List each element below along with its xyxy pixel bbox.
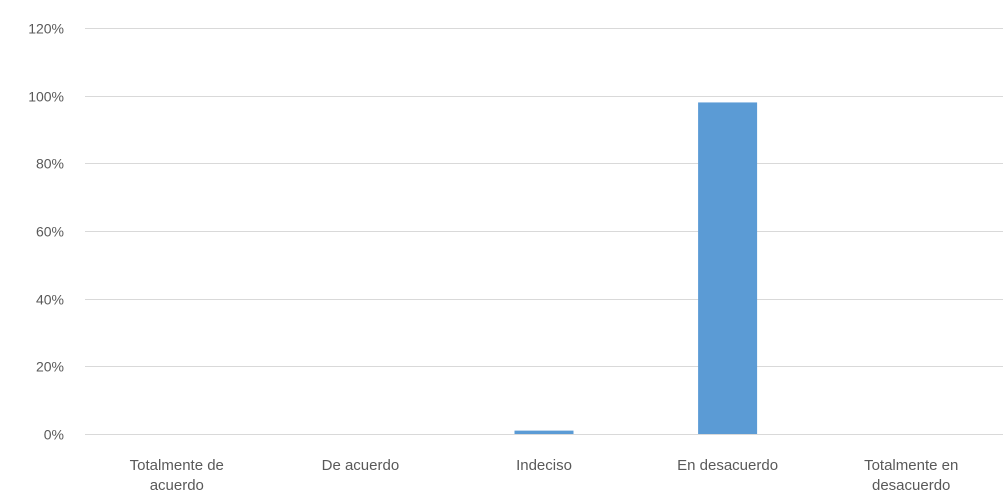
x-category-label: En desacuerdo [677,457,778,474]
y-tick-label: 80% [36,156,64,172]
y-tick-label: 0% [44,427,64,443]
y-tick-label: 60% [36,224,64,240]
gridlines [85,28,1003,367]
x-category-label: De acuerdo [322,457,400,474]
y-tick-label: 100% [28,89,64,105]
y-axis-tick-labels: 0% 20% 40% 60% 80% 100% 120% [28,21,64,443]
x-category-label: Indeciso [516,457,572,474]
y-tick-label: 120% [28,21,64,37]
x-axis-category-labels: Totalmente de acuerdo De acuerdo Indeciso En… [130,457,959,494]
y-tick-label: 40% [36,292,64,308]
bars [514,102,758,434]
bar [698,102,758,434]
bar [514,430,574,434]
x-category-label: Totalmente en desacuerdo [864,457,958,494]
x-category-label: Totalmente de acuerdo [130,457,224,494]
y-tick-label: 20% [36,359,64,375]
